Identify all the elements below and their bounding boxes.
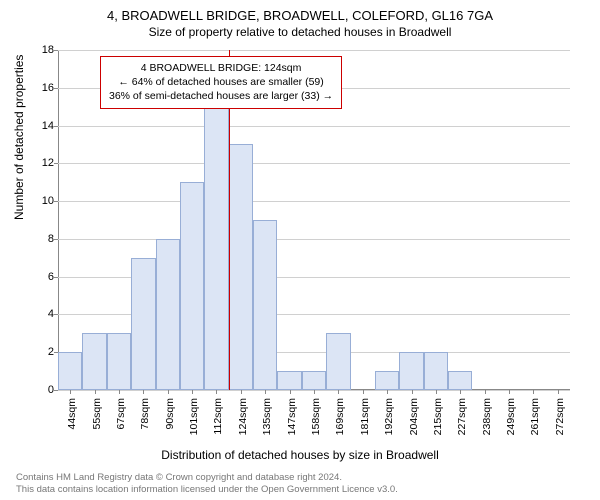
chart-plot-area: 02468101214161844sqm55sqm67sqm78sqm90sqm… xyxy=(58,50,570,390)
footer-line1: Contains HM Land Registry data © Crown c… xyxy=(16,472,398,484)
grid-line xyxy=(58,50,570,51)
annotation-line: 36% of semi-detached houses are larger (… xyxy=(109,89,333,103)
x-tick-mark xyxy=(533,390,534,394)
annotation-box: 4 BROADWELL BRIDGE: 124sqm← 64% of detac… xyxy=(100,56,342,109)
x-tick-mark xyxy=(216,390,217,394)
x-tick-label: 90sqm xyxy=(164,398,176,430)
grid-line xyxy=(58,239,570,240)
x-tick-mark xyxy=(168,390,169,394)
y-axis-line xyxy=(58,50,59,390)
histogram-bar xyxy=(302,371,326,390)
histogram-bar xyxy=(424,352,448,390)
x-tick-mark xyxy=(485,390,486,394)
y-tick-label: 0 xyxy=(34,384,54,396)
y-tick-mark xyxy=(54,50,58,51)
x-tick-mark xyxy=(192,390,193,394)
x-tick-label: 112sqm xyxy=(212,398,224,435)
histogram-bar xyxy=(82,333,106,390)
y-tick-mark xyxy=(54,239,58,240)
y-tick-label: 14 xyxy=(34,120,54,132)
y-axis-label: Number of detached properties xyxy=(12,55,26,220)
y-tick-label: 8 xyxy=(34,233,54,245)
x-tick-mark xyxy=(363,390,364,394)
histogram-bar xyxy=(204,107,228,390)
y-tick-label: 10 xyxy=(34,195,54,207)
x-tick-label: 249sqm xyxy=(505,398,517,435)
y-tick-mark xyxy=(54,277,58,278)
chart-subtitle: Size of property relative to detached ho… xyxy=(0,23,600,39)
x-tick-label: 101sqm xyxy=(188,398,200,435)
x-tick-mark xyxy=(509,390,510,394)
annotation-line: ← 64% of detached houses are smaller (59… xyxy=(109,75,333,89)
histogram-bar xyxy=(107,333,131,390)
x-tick-label: 204sqm xyxy=(408,398,420,435)
footer-line2: This data contains location information … xyxy=(16,484,398,496)
histogram-bar xyxy=(326,333,350,390)
y-tick-label: 2 xyxy=(34,346,54,358)
y-tick-label: 16 xyxy=(34,82,54,94)
x-tick-mark xyxy=(143,390,144,394)
y-tick-label: 4 xyxy=(34,308,54,320)
histogram-bar xyxy=(277,371,301,390)
x-tick-label: 227sqm xyxy=(456,398,468,435)
y-tick-label: 12 xyxy=(34,157,54,169)
y-tick-mark xyxy=(54,163,58,164)
x-tick-label: 261sqm xyxy=(529,398,541,435)
grid-line xyxy=(58,126,570,127)
x-tick-label: 215sqm xyxy=(432,398,444,435)
x-tick-label: 272sqm xyxy=(554,398,566,435)
grid-line xyxy=(58,201,570,202)
x-tick-label: 67sqm xyxy=(115,398,127,430)
x-tick-label: 78sqm xyxy=(139,398,151,430)
x-tick-mark xyxy=(290,390,291,394)
x-tick-mark xyxy=(436,390,437,394)
x-tick-label: 135sqm xyxy=(261,398,273,435)
footer-attribution: Contains HM Land Registry data © Crown c… xyxy=(16,472,398,496)
y-tick-label: 18 xyxy=(34,44,54,56)
histogram-bar xyxy=(229,144,253,390)
x-tick-mark xyxy=(265,390,266,394)
x-tick-label: 44sqm xyxy=(66,398,78,430)
x-tick-label: 192sqm xyxy=(383,398,395,435)
x-tick-mark xyxy=(314,390,315,394)
histogram-bar xyxy=(253,220,277,390)
x-tick-label: 181sqm xyxy=(359,398,371,435)
histogram-bar xyxy=(131,258,155,390)
y-tick-label: 6 xyxy=(34,271,54,283)
x-tick-label: 124sqm xyxy=(237,398,249,435)
histogram-bar xyxy=(399,352,423,390)
x-axis-label: Distribution of detached houses by size … xyxy=(0,448,600,462)
histogram-bar xyxy=(156,239,180,390)
x-tick-label: 55sqm xyxy=(91,398,103,430)
x-tick-mark xyxy=(95,390,96,394)
x-tick-mark xyxy=(558,390,559,394)
x-tick-mark xyxy=(70,390,71,394)
grid-line xyxy=(58,163,570,164)
histogram-bar xyxy=(448,371,472,390)
x-tick-mark xyxy=(412,390,413,394)
x-tick-mark xyxy=(119,390,120,394)
x-tick-label: 147sqm xyxy=(286,398,298,435)
x-tick-label: 158sqm xyxy=(310,398,322,435)
x-tick-mark xyxy=(338,390,339,394)
x-tick-mark xyxy=(387,390,388,394)
x-tick-label: 169sqm xyxy=(334,398,346,435)
y-tick-mark xyxy=(54,126,58,127)
x-tick-mark xyxy=(460,390,461,394)
y-tick-mark xyxy=(54,201,58,202)
annotation-line: 4 BROADWELL BRIDGE: 124sqm xyxy=(109,61,333,75)
x-tick-mark xyxy=(241,390,242,394)
x-tick-label: 238sqm xyxy=(481,398,493,435)
y-tick-mark xyxy=(54,314,58,315)
y-tick-mark xyxy=(54,88,58,89)
y-tick-mark xyxy=(54,390,58,391)
histogram-bar xyxy=(375,371,399,390)
chart-title: 4, BROADWELL BRIDGE, BROADWELL, COLEFORD… xyxy=(0,0,600,23)
histogram-bar xyxy=(180,182,204,390)
histogram-bar xyxy=(58,352,82,390)
